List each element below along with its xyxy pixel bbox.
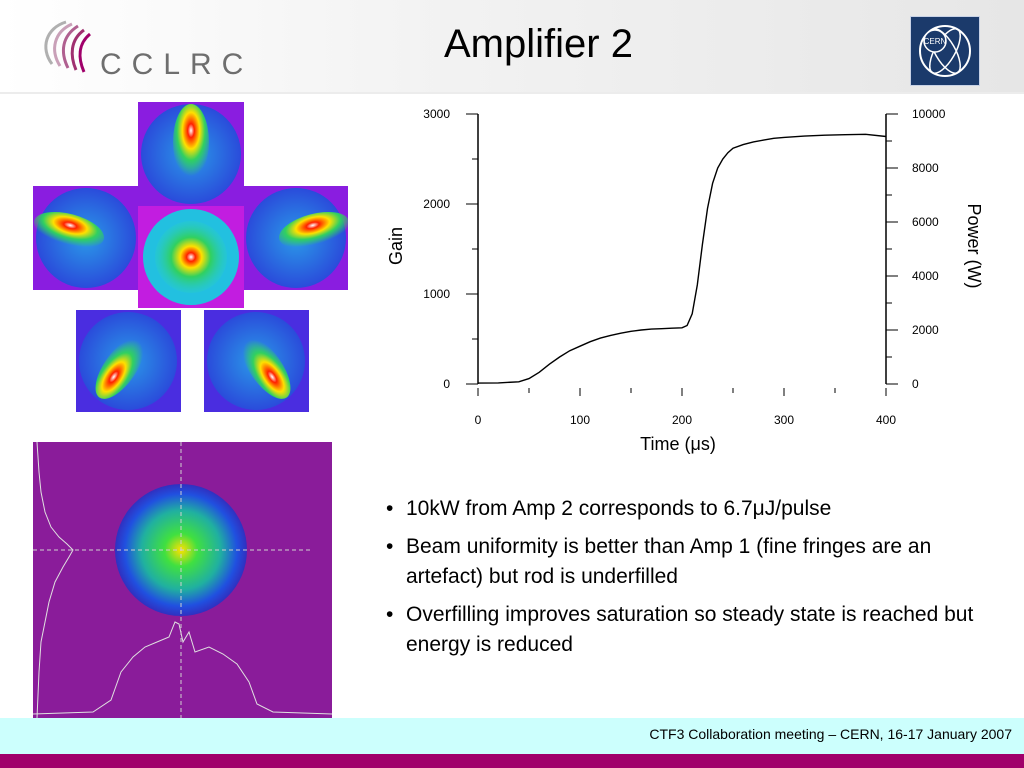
cern-logo: CERN	[910, 16, 980, 86]
cclrc-logo: CCLRC	[36, 14, 246, 84]
y-tick-label: 0	[443, 377, 450, 391]
x-axis-label: Time (μs)	[640, 434, 716, 454]
beam-profile-top	[138, 102, 244, 206]
footer: CTF3 Collaboration meeting – CERN, 16-17…	[0, 718, 1024, 754]
y2-axis-label: Power (W)	[964, 204, 984, 289]
chart-axes	[466, 113, 898, 396]
cclrc-logo-mark	[44, 20, 92, 73]
x-tick-labels: 0 100 200 300 400	[475, 413, 897, 427]
beam-profile-bottom-left	[76, 310, 181, 412]
y-tick-label: 1000	[423, 287, 450, 301]
beam-profile-center	[138, 206, 244, 308]
x-tick-label: 200	[672, 413, 692, 427]
cern-logo-text: CERN	[924, 37, 947, 46]
beam-profile-left	[33, 186, 139, 290]
x-tick-label: 300	[774, 413, 794, 427]
x-tick-label: 400	[876, 413, 896, 427]
bullet-marker: •	[386, 603, 394, 626]
y2-tick-label: 4000	[912, 269, 939, 283]
bullet-text: Overfilling improves saturation so stead…	[406, 603, 974, 656]
y-tick-label: 3000	[423, 107, 450, 121]
y2-tick-label: 6000	[912, 215, 939, 229]
bullet-marker: •	[386, 497, 394, 520]
bullet-list: • 10kW from Amp 2 corresponds to 6.7μJ/pu…	[384, 494, 984, 668]
y-tick-labels: 0 1000 2000 3000	[423, 107, 450, 391]
y2-tick-label: 8000	[912, 161, 939, 175]
bullet-item: • 10kW from Amp 2 corresponds to 6.7μJ/pu…	[384, 494, 984, 524]
footer-accent-bar	[0, 754, 1024, 768]
y2-tick-label: 2000	[912, 323, 939, 337]
header	[0, 0, 1024, 92]
bullet-marker: •	[386, 535, 394, 558]
y-tick-label: 2000	[423, 197, 450, 211]
beam-profile-bottom-right	[204, 310, 309, 412]
bullet-text: Beam uniformity is better than Amp 1 (fi…	[406, 535, 932, 588]
colour-scale-legend	[315, 444, 331, 564]
bullet-item: • Beam uniformity is better than Amp 1 (f…	[384, 532, 984, 592]
x-tick-label: 0	[475, 413, 482, 427]
gain-power-chart: 0 100 200 300 400 0 1000 2000 3000 0 2000 4000 600…	[386, 107, 984, 454]
beam-profile-analysis	[33, 442, 332, 718]
slide-title: Amplifier 2	[444, 22, 633, 66]
header-divider	[0, 92, 1024, 94]
footer-text: CTF3 Collaboration meeting – CERN, 16-17…	[649, 726, 1012, 742]
cclrc-logo-text: CCLRC	[100, 48, 254, 81]
y2-tick-label: 10000	[912, 107, 946, 121]
beam-profile-right	[244, 186, 348, 290]
y-axis-label: Gain	[386, 227, 406, 265]
bullet-item: • Overfilling improves saturation so stea…	[384, 600, 984, 660]
y2-tick-labels: 0 2000 4000 6000 8000 10000	[912, 107, 946, 391]
cern-logo-mark: CERN	[919, 25, 971, 77]
x-tick-label: 100	[570, 413, 590, 427]
gain-series-line	[477, 133, 887, 384]
y2-tick-label: 0	[912, 377, 919, 391]
bullet-text: 10kW from Amp 2 corresponds to 6.7μJ/pul…	[406, 497, 832, 520]
